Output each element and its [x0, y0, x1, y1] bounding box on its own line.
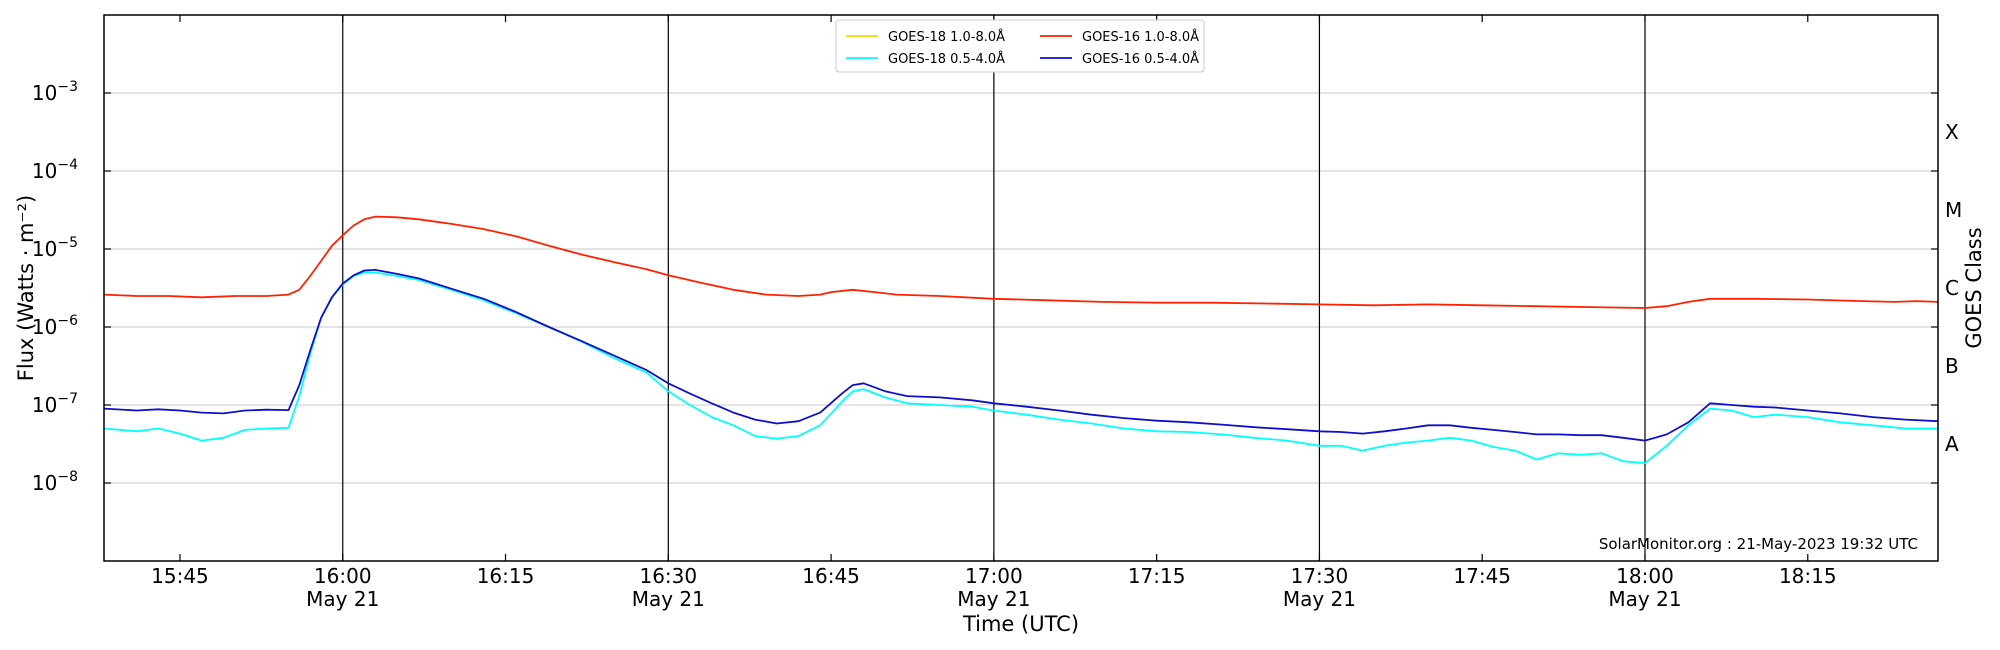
x-tick-label: 17:30: [1291, 564, 1349, 588]
goes-class-label: C: [1945, 276, 1959, 300]
legend-box: [835, 19, 1205, 73]
series-line-3: [103, 269, 1939, 442]
y-tick-label: 10−6: [32, 313, 78, 339]
series-line-2: [103, 215, 1939, 309]
x-tick-label: 16:30: [639, 564, 697, 588]
x-tick-date-label: May 21: [957, 587, 1030, 611]
x-axis-title: Time (UTC): [962, 612, 1079, 636]
x-tick-date-label: May 21: [632, 587, 705, 611]
legend-label-2: GOES-16 1.0-8.0Å: [1082, 29, 1199, 45]
x-tick-label: 16:00: [314, 564, 372, 588]
legend-label-0: GOES-18 1.0-8.0Å: [888, 29, 1005, 45]
y-tick-label: 10−3: [32, 79, 78, 105]
x-tick-label: 15:45: [151, 564, 209, 588]
x-tick-date-label: May 21: [306, 587, 379, 611]
plot-frame: [103, 14, 1939, 562]
goes-class-label: X: [1945, 120, 1959, 144]
grid-layer: [104, 92, 1938, 484]
x-tick-label: 17:15: [1128, 564, 1186, 588]
x-tick-label: 17:00: [965, 564, 1023, 588]
right-axis-title: GOES Class: [1962, 227, 1986, 348]
x-tick-label: 17:45: [1453, 564, 1511, 588]
x-tick-date-label: May 21: [1608, 587, 1681, 611]
goes-class-label: M: [1945, 198, 1962, 222]
credit-text: SolarMonitor.org : 21-May-2023 19:32 UTC: [1599, 535, 1918, 553]
legend-label-3: GOES-16 0.5-4.0Å: [1082, 51, 1199, 67]
x-tick-label: 18:15: [1779, 564, 1837, 588]
date-marker-lines: [342, 15, 1646, 561]
goes-class-label: B: [1945, 354, 1959, 378]
x-tick-label: 18:00: [1616, 564, 1674, 588]
legend: GOES-18 1.0-8.0Å GOES-18 0.5-4.0Å GOES-16 …: [835, 19, 1205, 73]
x-tick-date-label: May 21: [1283, 587, 1356, 611]
x-tick-label: 16:15: [477, 564, 535, 588]
legend-label-1: GOES-18 0.5-4.0Å: [888, 51, 1005, 67]
y-tick-label: 10−7: [32, 391, 78, 417]
y-tick-label: 10−5: [32, 235, 78, 261]
y-tick-label: 10−8: [32, 469, 78, 495]
series-layer: [103, 215, 1939, 464]
x-tick-label: 16:45: [802, 564, 860, 588]
series-line-1: [103, 271, 1938, 464]
y-tick-label: 10−4: [32, 157, 78, 183]
y-axis-title: Flux (Watts · m⁻²): [14, 195, 38, 381]
goes-class-label: A: [1945, 432, 1959, 456]
